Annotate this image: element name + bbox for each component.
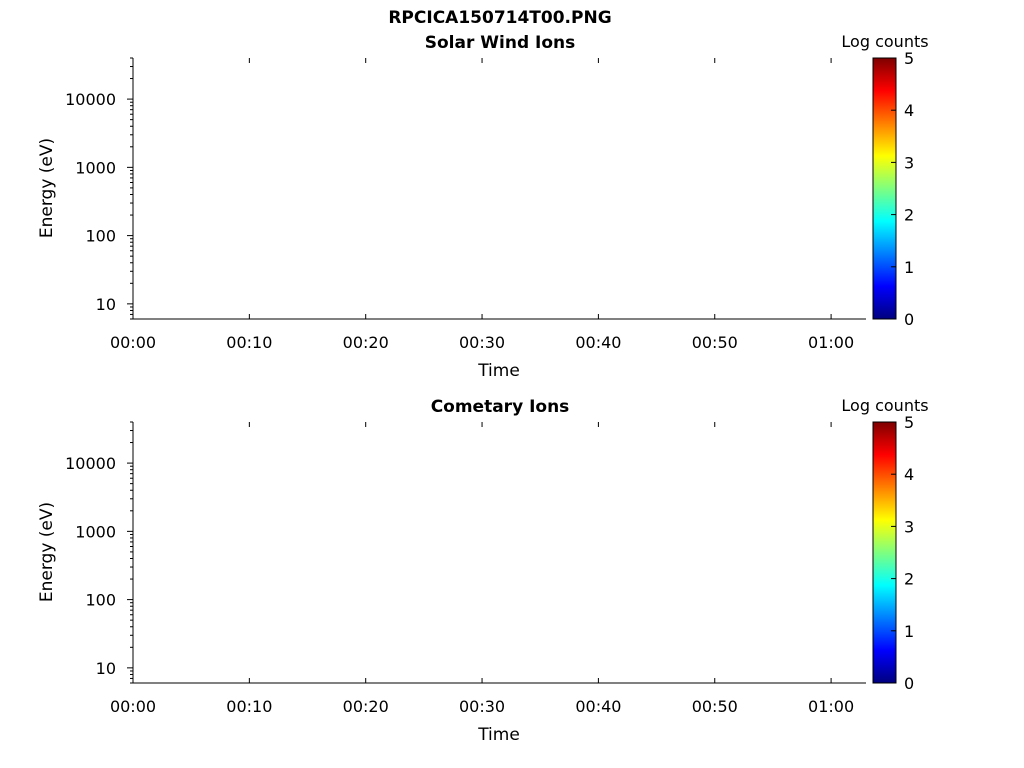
solar-wind-xlabel: Time [477, 361, 520, 381]
cometary-axes: 00:00 00:10 00:20 00:30 00:40 00:50 01:00 10 100… [65, 421, 866, 716]
x-tick-label: 01:00 [808, 333, 854, 352]
x-tick-label: 00:40 [575, 697, 621, 716]
x-tick-label: 00:20 [343, 697, 389, 716]
colorbar-tick-label: 2 [904, 570, 914, 589]
colorbar-bar [872, 421, 897, 684]
colorbar-tick-label: 2 [904, 206, 914, 225]
colorbar-tick-label: 5 [904, 49, 914, 68]
cometary-colorbar: 0 1 2 3 4 5 [872, 413, 914, 693]
solar-wind-colorbar-label: Log counts [841, 32, 928, 51]
solar-wind-axes: 00:00 00:10 00:20 00:30 00:40 00:50 01:00 10 100… [65, 57, 866, 352]
colorbar-tick-label: 1 [904, 622, 914, 641]
x-tick-label: 00:30 [459, 697, 505, 716]
x-tick-label: 00:10 [226, 697, 272, 716]
x-tick-label: 00:20 [343, 333, 389, 352]
y-tick-label: 100 [85, 591, 116, 610]
y-tick-label: 10 [96, 659, 116, 678]
colorbar-tick-label: 0 [904, 310, 914, 329]
colorbar-tick-label: 1 [904, 258, 914, 277]
x-tick-label: 00:30 [459, 333, 505, 352]
x-tick-label: 00:10 [226, 333, 272, 352]
cometary-xlabel: Time [477, 725, 520, 745]
x-tick-label: 01:00 [808, 697, 854, 716]
colorbar-bar [872, 57, 897, 320]
colorbar-tick-label: 5 [904, 413, 914, 432]
colorbar-tick-label: 4 [904, 101, 914, 120]
colorbar-tick-label: 4 [904, 465, 914, 484]
solar-wind-title: Solar Wind Ions [425, 33, 576, 53]
y-tick-label: 1000 [75, 522, 116, 541]
cometary-panel: Cometary Ions Energy (eV) Time Log count… [37, 396, 929, 745]
x-tick-label: 00:50 [692, 333, 738, 352]
solar-wind-ylabel: Energy (eV) [37, 138, 57, 238]
cometary-colorbar-label: Log counts [841, 396, 928, 415]
colorbar-tick-label: 3 [904, 153, 914, 172]
x-tick-label: 00:00 [110, 333, 156, 352]
plot-area [133, 422, 866, 683]
cometary-title: Cometary Ions [431, 397, 570, 417]
figure-title: RPCICA150714T00.PNG [388, 8, 612, 28]
solar-wind-panel: Solar Wind Ions Energy (eV) Time Log cou… [37, 32, 929, 381]
y-tick-label: 10000 [65, 454, 116, 473]
x-tick-label: 00:40 [575, 333, 621, 352]
y-tick-label: 1000 [75, 158, 116, 177]
solar-wind-colorbar: 0 1 2 3 4 5 [872, 49, 914, 329]
cometary-ylabel: Energy (eV) [37, 502, 57, 602]
plot-area [133, 58, 866, 319]
colorbar-tick-label: 3 [904, 517, 914, 536]
x-tick-label: 00:00 [110, 697, 156, 716]
x-tick-label: 00:50 [692, 697, 738, 716]
y-tick-label: 10 [96, 295, 116, 314]
colorbar-tick-label: 0 [904, 674, 914, 693]
y-tick-label: 10000 [65, 90, 116, 109]
y-tick-label: 100 [85, 227, 116, 246]
